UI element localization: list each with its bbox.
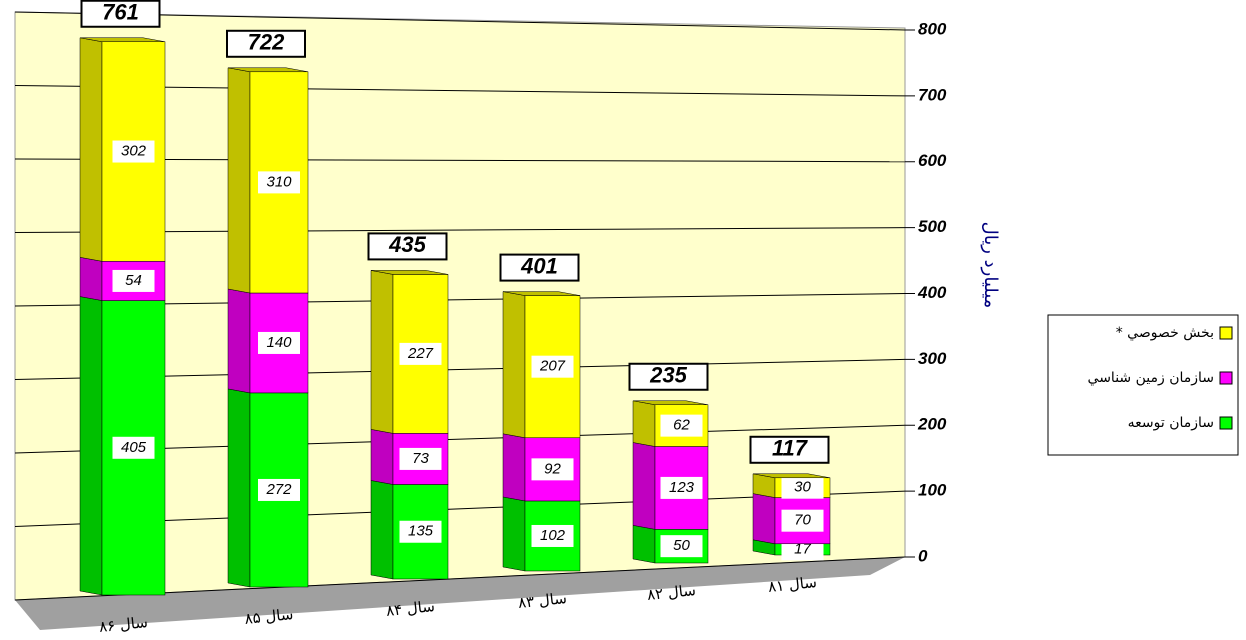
- x-tick-label: سال ۸۶: [98, 613, 149, 635]
- y-tick-label: 700: [918, 85, 947, 104]
- bar-side: [502, 291, 526, 439]
- bar-side: [370, 429, 394, 485]
- value-label: 30: [794, 479, 811, 496]
- total-label: 722: [248, 30, 285, 55]
- bar-side: [79, 257, 103, 301]
- bar-side: [632, 442, 656, 530]
- total-label: 401: [520, 253, 558, 278]
- value-label: 405: [121, 439, 147, 456]
- x-tick-label: سال ۸۳: [517, 589, 568, 612]
- bar-side: [632, 525, 656, 564]
- x-tick-label: سال ۸۱: [767, 573, 818, 596]
- bar-side: [502, 496, 526, 572]
- y-tick-label: 500: [918, 217, 947, 236]
- value-label: 73: [412, 450, 429, 467]
- value-label: 302: [121, 142, 147, 159]
- legend-swatch: [1219, 371, 1233, 385]
- bar-side: [79, 37, 103, 262]
- value-label: 17: [794, 540, 811, 557]
- value-label-box: [531, 458, 574, 481]
- bar-side: [502, 433, 526, 502]
- bar-side: [632, 400, 656, 447]
- value-label-box: [112, 140, 155, 163]
- value-label: 54: [125, 272, 142, 289]
- x-tick-label: سال ۸۵: [244, 605, 295, 628]
- y-tick-label: 200: [917, 415, 947, 434]
- value-label: 140: [266, 334, 292, 351]
- value-label-box: [399, 342, 442, 365]
- value-label-box: [660, 476, 703, 499]
- total-label-box: [749, 435, 830, 464]
- value-label-box: [781, 476, 824, 499]
- value-label-box: [531, 524, 574, 547]
- y-tick-label: 100: [918, 481, 947, 500]
- bar-top: [632, 400, 709, 406]
- bar-side: [227, 388, 251, 588]
- value-label-box: [660, 414, 703, 437]
- bar-side: [227, 288, 251, 394]
- value-label: 227: [407, 345, 434, 362]
- legend-swatch: [1219, 326, 1233, 340]
- grid-line: [14, 11, 906, 31]
- y-axis-label: میلیارد ریال: [980, 222, 1001, 309]
- bar-top: [370, 270, 449, 275]
- bar-side: [79, 296, 103, 596]
- legend-label: سازمان توسعه: [1128, 415, 1214, 431]
- total-label: 761: [102, 0, 139, 25]
- legend: [1047, 314, 1239, 456]
- y-tick-label: 0: [918, 546, 928, 565]
- value-label: 123: [669, 479, 695, 496]
- total-label: 117: [772, 436, 809, 461]
- total-label-box: [80, 0, 161, 28]
- bar-top: [79, 37, 166, 43]
- value-label-box: [399, 447, 442, 470]
- total-label: 435: [388, 232, 426, 257]
- bar-side: [370, 270, 394, 434]
- value-label: 310: [266, 173, 292, 190]
- value-label-box: [112, 269, 155, 292]
- x-tick-label: سال ۸۴: [385, 597, 436, 620]
- y-tick-label: 800: [918, 19, 947, 38]
- value-label-box: [660, 535, 703, 558]
- legend-label: بخش خصوصي *: [1116, 325, 1214, 341]
- y-tick-label: 400: [917, 283, 947, 302]
- value-label-box: [112, 436, 155, 459]
- value-label: 207: [539, 358, 566, 375]
- bar-top: [502, 291, 581, 296]
- y-tick-label: 300: [918, 349, 947, 368]
- total-label-box: [367, 232, 448, 261]
- value-label: 135: [408, 523, 434, 540]
- value-label: 92: [544, 460, 561, 477]
- total-label-box: [499, 253, 580, 282]
- value-label-box: [399, 520, 442, 543]
- bar-top: [227, 67, 309, 73]
- value-label: 272: [265, 481, 292, 498]
- value-label: 50: [673, 537, 690, 554]
- value-label-box: [258, 478, 300, 501]
- value-label-box: [258, 331, 300, 354]
- value-label: 62: [673, 417, 690, 434]
- floor: [15, 557, 905, 630]
- value-label: 70: [794, 512, 811, 529]
- legend-label: سازمان زمین شناسي: [1088, 370, 1214, 386]
- total-label-box: [628, 362, 709, 391]
- legend-swatch: [1219, 416, 1233, 430]
- bar-side: [752, 493, 776, 545]
- value-label: 102: [540, 527, 566, 544]
- bar-side: [370, 480, 394, 580]
- total-label: 235: [649, 363, 687, 388]
- value-label-box: [531, 355, 574, 378]
- total-label-box: [226, 29, 306, 58]
- bar-side: [227, 67, 251, 294]
- y-tick-label: 600: [918, 151, 947, 170]
- x-tick-label: سال ۸۲: [646, 581, 697, 604]
- value-label-box: [258, 171, 300, 194]
- bar-top: [752, 473, 831, 479]
- value-label-box: [781, 509, 824, 532]
